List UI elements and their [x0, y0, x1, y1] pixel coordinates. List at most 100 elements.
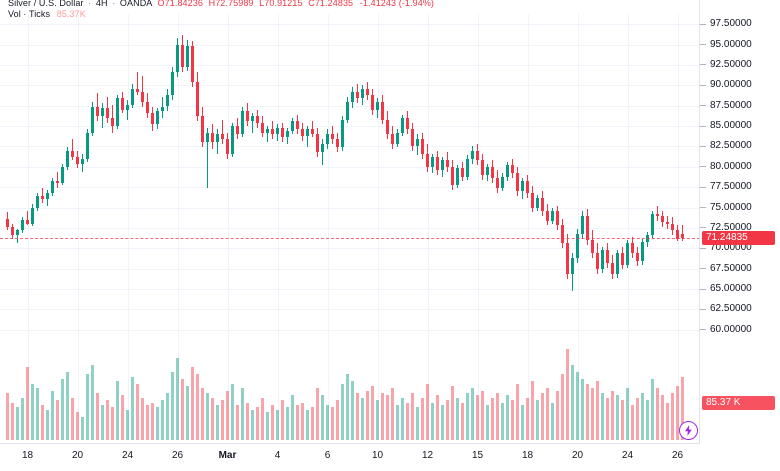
legend-open-label: O [157, 0, 165, 8]
candlestick [325, 14, 330, 340]
grid-line [277, 340, 279, 440]
volume-bar [675, 386, 680, 440]
volume-bar [530, 381, 535, 440]
candle-body [400, 117, 405, 133]
candlestick [90, 14, 95, 340]
grid-line [677, 14, 679, 340]
volume-bar [425, 383, 430, 440]
candle-body [465, 158, 470, 177]
candlestick [385, 14, 390, 340]
candle-body [260, 122, 265, 133]
grid-line [327, 14, 329, 340]
volume-bar [115, 381, 120, 440]
legend-open: O71.84236 [158, 0, 203, 8]
candlestick [365, 14, 370, 340]
grid-line [427, 14, 429, 340]
volume-bar [140, 397, 145, 440]
time-axis[interactable]: 18 20 24 26 Mar 4 6 10 12 15 18 20 24 26 [0, 443, 700, 471]
candlestick [580, 14, 585, 340]
price-axis-tick: 65.00000 [700, 283, 780, 294]
candlestick [395, 14, 400, 340]
candle-body [455, 168, 460, 185]
candle-body [225, 139, 230, 154]
tick-dash [700, 329, 706, 331]
candle-body [345, 101, 350, 120]
price-pane[interactable] [0, 14, 700, 340]
grid-line [377, 340, 379, 440]
legend-exchange[interactable]: OANDA [119, 0, 152, 8]
candle-body [535, 197, 540, 208]
candlestick [545, 14, 550, 340]
candle-body [295, 121, 300, 130]
volume-bar [475, 395, 480, 440]
candlestick [460, 14, 465, 340]
candlestick [230, 14, 235, 340]
candle-body [185, 46, 190, 68]
candlestick [290, 14, 295, 340]
candlestick [445, 14, 450, 340]
legend-interval[interactable]: 4H [95, 0, 108, 8]
candlestick [145, 14, 150, 340]
candlestick [605, 14, 610, 340]
candle-body [155, 111, 160, 125]
volume-bar [505, 395, 510, 440]
grid-line [477, 340, 479, 440]
tick-dash [700, 186, 706, 188]
volume-bar [415, 407, 420, 440]
candle-body [30, 207, 35, 224]
candlestick [80, 14, 85, 340]
legend-open-value: 71.84236 [164, 0, 203, 8]
candle-wick [26, 210, 28, 226]
volume-bar [175, 357, 180, 440]
volume-bar [55, 400, 60, 440]
tick-dash [700, 105, 706, 107]
volume-bar [125, 409, 130, 440]
tick-dash [700, 125, 706, 127]
candle-body [680, 233, 685, 239]
candlestick [525, 14, 530, 340]
candlestick [635, 14, 640, 340]
candle-body [470, 150, 475, 159]
volume-bar [315, 388, 320, 440]
volume-bar [335, 400, 340, 440]
volume-bar [370, 386, 375, 440]
legend-high: H72.75989 [209, 0, 254, 8]
candlestick [430, 14, 435, 340]
candlestick [55, 14, 60, 340]
volume-bar [220, 400, 225, 440]
candle-body [35, 196, 40, 208]
volume-bar [205, 393, 210, 440]
candle-body [150, 113, 155, 125]
volume-bar [240, 388, 245, 440]
volume-bar [100, 404, 105, 440]
candlestick [260, 14, 265, 340]
volume-bar [75, 411, 80, 440]
candlestick [495, 14, 500, 340]
volume-bar [575, 372, 580, 440]
candle-body [520, 181, 525, 192]
legend-symbol[interactable]: Silver / U.S. Dollar [8, 0, 84, 8]
time-axis-tick: 12 [421, 450, 434, 461]
candle-body [115, 98, 120, 127]
grid-line [0, 85, 700, 87]
candlestick [570, 14, 575, 340]
volume-pane[interactable] [0, 340, 700, 440]
candlestick [410, 14, 415, 340]
candle-body [450, 166, 455, 185]
volume-bar [20, 397, 25, 440]
candle-body [325, 134, 330, 144]
candle-body [555, 210, 560, 226]
candlestick [160, 14, 165, 340]
candle-body [560, 225, 565, 244]
price-axis-tick: 92.50000 [700, 59, 780, 70]
volume-bar [445, 400, 450, 440]
volume-bar [80, 416, 85, 440]
candlestick [390, 14, 395, 340]
volume-bar [605, 397, 610, 440]
volume-bar [595, 381, 600, 440]
lightning-bolt-icon[interactable] [679, 421, 698, 440]
current-volume-badge: 85.37 K [702, 396, 775, 410]
candlestick [15, 14, 20, 340]
price-axis[interactable]: 97.50000 95.00000 92.50000 90.00000 87.50000… [699, 0, 780, 443]
